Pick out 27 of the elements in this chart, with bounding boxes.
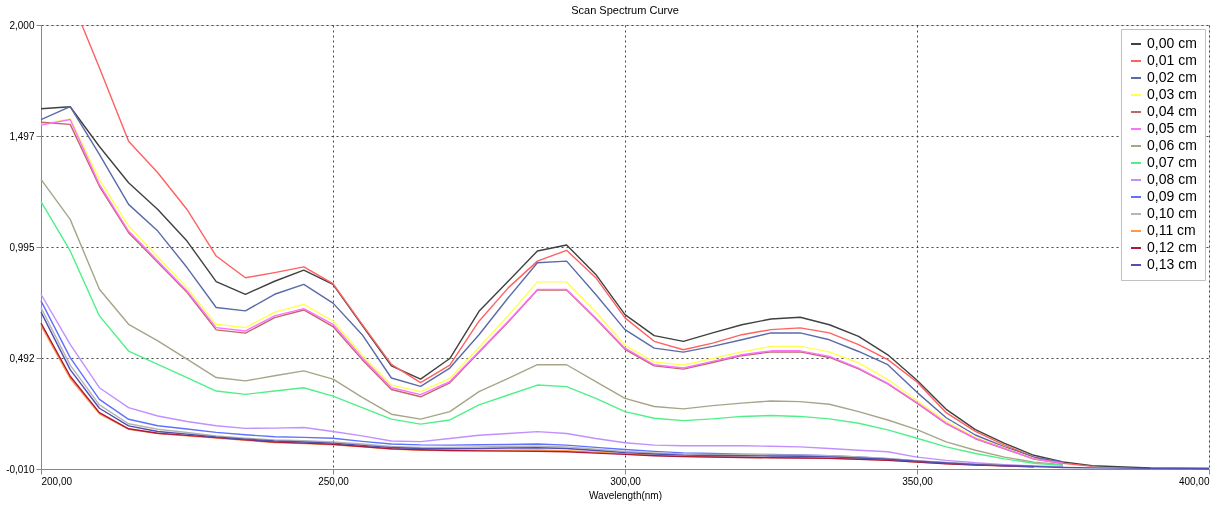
legend-label: 0,08 cm [1147, 171, 1197, 187]
y-tick-label: 0,492 [9, 352, 35, 364]
y-tick-label: 1,497 [9, 130, 35, 142]
legend-label: 0,13 cm [1147, 256, 1197, 272]
legend-label: 0,12 cm [1147, 239, 1197, 255]
legend-label: 0,02 cm [1147, 69, 1197, 85]
x-tick-label: 200,00 [41, 475, 73, 487]
legend-label: 0,00 cm [1147, 35, 1197, 51]
legend-label: 0,09 cm [1147, 188, 1197, 204]
y-tick-label: 2,000 [9, 19, 35, 31]
x-tick-label: 400,00 [1178, 475, 1210, 487]
legend-label: 0,10 cm [1147, 205, 1197, 221]
legend-label: 0,03 cm [1147, 86, 1197, 102]
x-tick-label: 250,00 [318, 475, 350, 487]
legend-label: 0,06 cm [1147, 137, 1197, 153]
x-axis-title: Wavelength(nm) [589, 489, 662, 501]
line-series [81, 24, 1093, 468]
legend-label: 0,11 cm [1147, 222, 1196, 238]
legend-label: 0,07 cm [1147, 154, 1197, 170]
x-tick-label: 350,00 [902, 475, 934, 487]
legend-label: 0,05 cm [1147, 120, 1197, 136]
x-tick-label: 300,00 [610, 475, 642, 487]
y-tick-label: 0,995 [9, 241, 35, 253]
legend-label: 0,01 cm [1147, 52, 1197, 68]
y-tick-label: -0,010 [6, 463, 35, 475]
legend-label: 0,04 cm [1147, 103, 1197, 119]
chart-title: Scan Spectrum Curve [571, 4, 679, 16]
